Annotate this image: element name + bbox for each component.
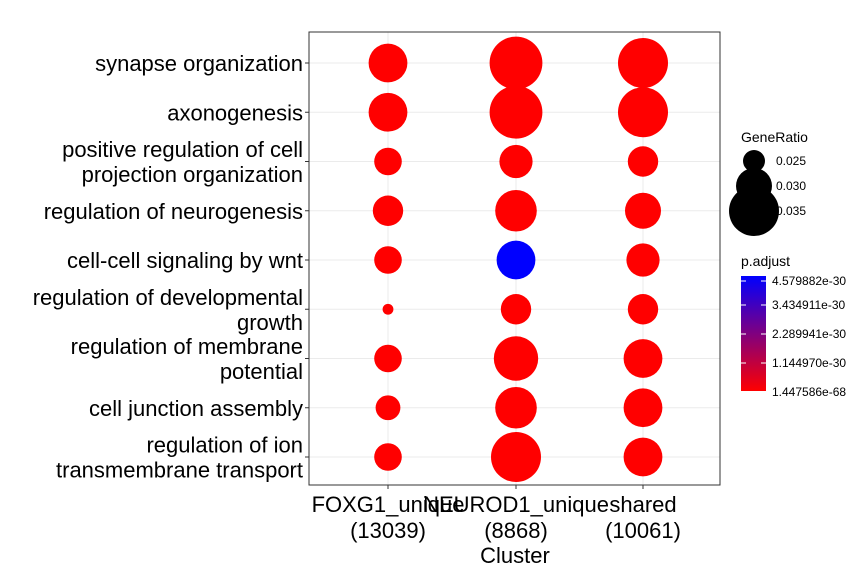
data-point bbox=[499, 144, 533, 179]
data-point bbox=[623, 339, 663, 378]
y-tick-label: cell-cell signaling by wnt bbox=[67, 248, 303, 273]
data-point bbox=[495, 386, 537, 429]
data-point bbox=[368, 92, 408, 132]
color-legend: p.adjust 4.579882e-30 3.434911e-30 2.28994… bbox=[741, 253, 846, 399]
data-point bbox=[374, 147, 402, 176]
size-legend-label: 0.030 bbox=[776, 179, 806, 193]
color-legend-label: 4.579882e-30 bbox=[772, 274, 846, 288]
y-tick-label: regulation of ion transmembrane transport bbox=[56, 433, 303, 483]
data-point bbox=[618, 38, 668, 88]
size-legend: GeneRatio 0.025 0.030 0.035 bbox=[729, 129, 808, 236]
data-point bbox=[493, 336, 539, 381]
data-point bbox=[491, 432, 541, 482]
color-legend-label: 3.434911e-30 bbox=[772, 298, 846, 312]
y-tick-label: cell junction assembly bbox=[89, 396, 303, 421]
data-point bbox=[489, 85, 543, 139]
data-point bbox=[496, 240, 536, 280]
x-tick-label: shared (10061) bbox=[605, 492, 681, 543]
color-legend-label: 2.289941e-30 bbox=[772, 327, 846, 341]
y-tick-label: regulation of developmental growth bbox=[33, 285, 303, 335]
data-point bbox=[375, 395, 401, 421]
data-point bbox=[623, 388, 663, 428]
x-axis-ticks bbox=[387, 485, 644, 489]
data-point bbox=[627, 146, 659, 177]
y-tick-label: axonogenesis bbox=[167, 100, 303, 125]
data-point bbox=[625, 192, 661, 229]
size-legend-dot bbox=[729, 186, 779, 236]
data-point bbox=[382, 303, 394, 315]
color-legend-title: p.adjust bbox=[741, 253, 790, 269]
size-legend-dot bbox=[743, 150, 765, 172]
data-point bbox=[495, 189, 537, 232]
data-point bbox=[374, 344, 402, 373]
plot-panel bbox=[308, 31, 721, 486]
y-tick-label: positive regulation of cell projection or… bbox=[62, 137, 303, 187]
data-point bbox=[623, 437, 663, 477]
size-legend-label: 0.025 bbox=[776, 154, 806, 168]
size-legend-label: 0.035 bbox=[776, 204, 806, 218]
data-points bbox=[368, 36, 668, 482]
color-legend-label: 1.144970e-30 bbox=[772, 356, 846, 370]
x-axis-labels: FOXG1_unique (13039)NEUROD1_unique (8868)s… bbox=[312, 492, 681, 543]
data-point bbox=[368, 43, 408, 83]
y-tick-label: synapse organization bbox=[95, 51, 303, 76]
size-legend-title: GeneRatio bbox=[741, 129, 808, 145]
data-point bbox=[489, 36, 543, 90]
x-tick-label: NEUROD1_unique (8868) bbox=[423, 492, 609, 543]
data-point bbox=[627, 294, 659, 325]
y-tick-label: regulation of membrane potential bbox=[71, 334, 303, 384]
y-axis-ticks bbox=[305, 62, 309, 458]
data-point bbox=[500, 294, 532, 325]
data-point bbox=[374, 443, 402, 471]
color-legend-label: 1.447586e-68 bbox=[772, 385, 846, 399]
y-axis-labels: synapse organization axonogenesis positive… bbox=[33, 51, 303, 483]
x-axis-title: Cluster bbox=[480, 543, 550, 568]
data-point bbox=[626, 243, 660, 277]
y-tick-label: regulation of neurogenesis bbox=[44, 199, 303, 224]
data-point bbox=[372, 195, 404, 226]
x-tick-label: FOXG1_unique (13039) bbox=[312, 492, 465, 543]
data-point bbox=[374, 246, 402, 274]
data-point bbox=[618, 87, 668, 138]
